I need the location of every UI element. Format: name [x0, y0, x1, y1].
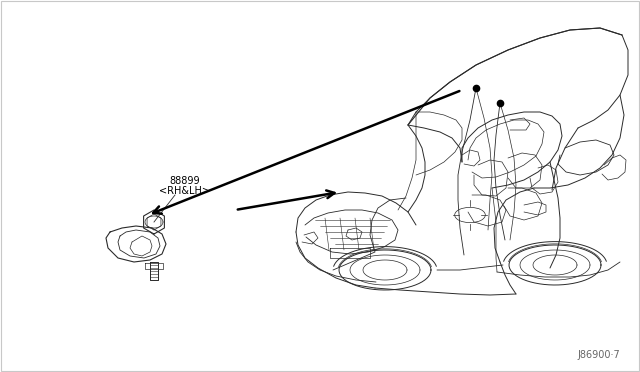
- Text: J86900·7: J86900·7: [577, 350, 620, 360]
- Text: 88899: 88899: [170, 176, 200, 186]
- Text: <RH&LH>: <RH&LH>: [159, 186, 211, 196]
